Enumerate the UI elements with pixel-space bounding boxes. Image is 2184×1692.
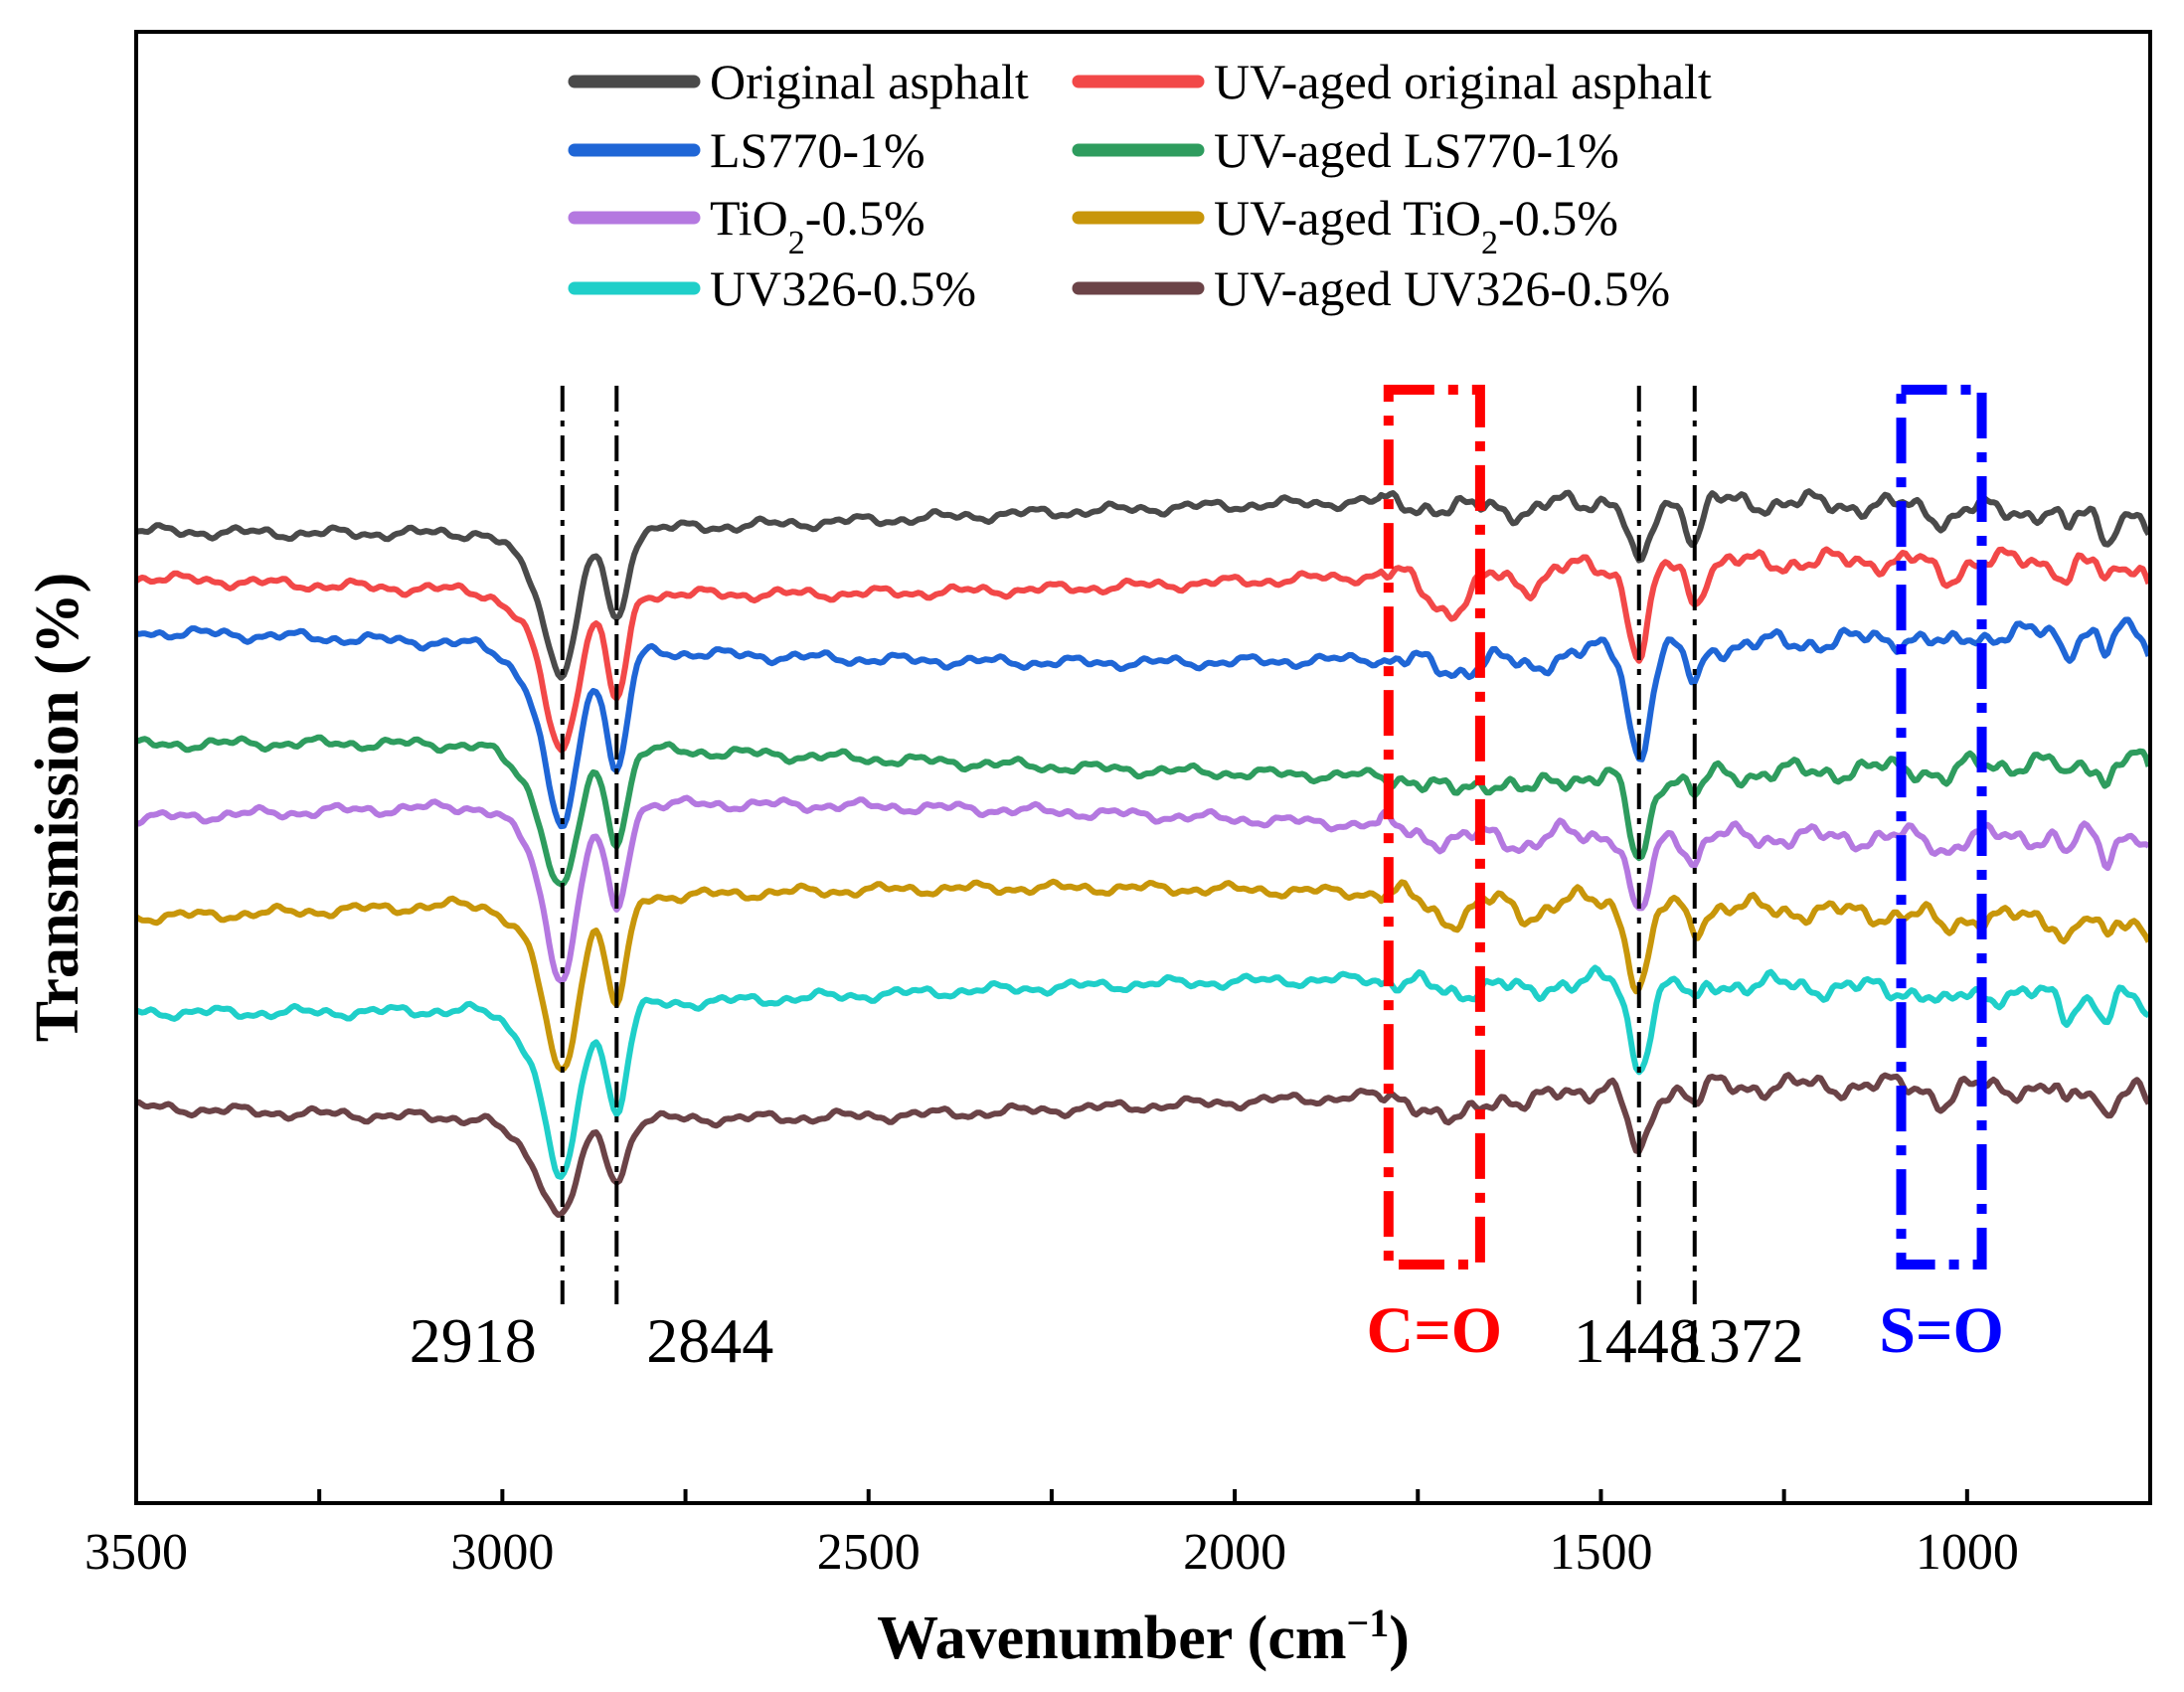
region-box: [1896, 385, 1987, 1269]
peak-label: 2844: [646, 1305, 773, 1376]
x-axis-title: Wavenumber (cm−1): [877, 1601, 1410, 1673]
legend-entry: UV-aged LS770-1%: [1214, 122, 1619, 178]
x-tick-label: 2500: [817, 1524, 921, 1581]
series-layer: [134, 488, 2152, 1218]
x-axis-title-superscript: −1: [1346, 1601, 1389, 1645]
legend-entry: LS770-1%: [710, 122, 925, 178]
legend-entry: UV-aged TiO2-0.5%: [1214, 190, 1618, 261]
x-axis-title-tail: ): [1389, 1605, 1410, 1672]
series-line: [135, 488, 2152, 681]
axes: [134, 30, 2152, 1505]
legend-entry: Original asphalt: [710, 54, 1029, 109]
series-line: [135, 1072, 2152, 1218]
legend-entry: UV326-0.5%: [710, 260, 976, 316]
region-label: C=O: [1367, 1294, 1503, 1367]
peak-label: 2918: [410, 1305, 537, 1376]
series-line: [135, 794, 2151, 984]
peak-label: 1372: [1677, 1305, 1804, 1376]
functional-group-boxes: C=O S=O: [1367, 385, 2004, 1367]
region-label: S=O: [1879, 1294, 2004, 1367]
x-tick-label: 1000: [1916, 1524, 2019, 1581]
legend-entry: UV-aged UV326-0.5%: [1214, 260, 1670, 316]
series-line: [134, 878, 2152, 1073]
series-line: [135, 616, 2152, 830]
plot-frame: [134, 30, 2152, 1505]
legend-entry: TiO2-0.5%: [710, 190, 925, 261]
x-tick-label: 2000: [1183, 1524, 1286, 1581]
legend: Original asphalt UV-aged original asphalt…: [568, 54, 1712, 316]
x-axis-title-main: Wavenumber (cm: [877, 1605, 1346, 1672]
y-axis-title: Transmission (%): [24, 573, 91, 1043]
x-tick-label: 3000: [450, 1524, 554, 1581]
series-line: [135, 734, 2152, 888]
region-box: [1383, 385, 1485, 1269]
x-tick-label: 3500: [84, 1524, 188, 1581]
legend-entry: UV-aged original asphalt: [1214, 54, 1712, 109]
series-line: [134, 964, 2150, 1180]
x-ticks: 3500 3000 2500 2000 1500 1000: [84, 1489, 2152, 1581]
x-tick-label: 1500: [1549, 1524, 1652, 1581]
series-line: [134, 546, 2152, 754]
peak-label: 1448: [1574, 1305, 1701, 1376]
